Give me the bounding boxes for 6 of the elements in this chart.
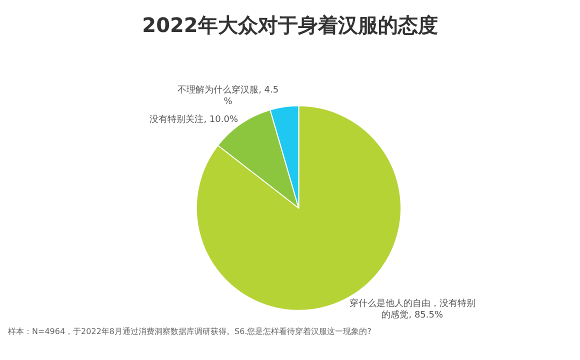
slice-label: 没有特别关注, 10.0% (150, 114, 238, 126)
text: 样本：N=4964，于2022年8月通过消费洞察数据库调研获得。S6.您是怎样看待穿着汉服这一现象的? (8, 327, 372, 336)
slice-label: 不理解为什么穿汉服, 4.5% (178, 84, 279, 108)
slice-label: 穿什么是他人的自由，没有特别的感觉, 85.5% (349, 298, 476, 320)
pie-slice (196, 105, 402, 311)
chart-title: 2022年大众对于身着汉服的态度 (142, 13, 438, 37)
